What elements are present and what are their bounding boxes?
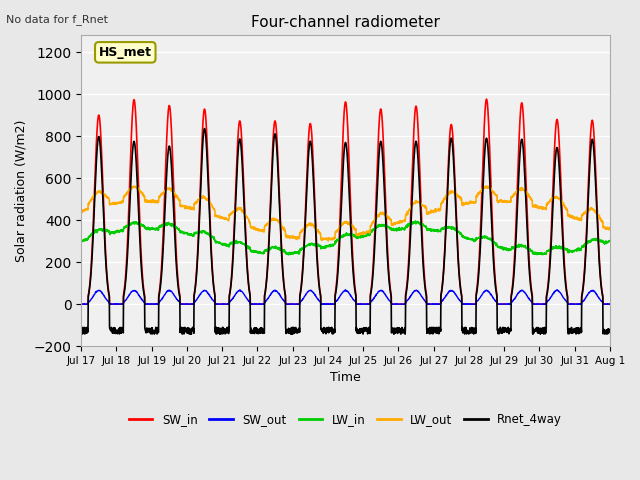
LW_in	[606, 238, 614, 244]
LW_in	[361, 233, 369, 239]
Line: SW_out: SW_out	[81, 290, 610, 304]
LW_in	[499, 246, 507, 252]
Rnet_4way	[77, 329, 85, 335]
Text: HS_met: HS_met	[99, 46, 152, 59]
SW_out	[559, 295, 567, 300]
Line: SW_in: SW_in	[81, 99, 610, 304]
Text: No data for f_Rnet: No data for f_Rnet	[6, 14, 108, 25]
LW_out	[483, 183, 490, 189]
Rnet_4way	[201, 126, 209, 132]
LW_in	[560, 246, 568, 252]
LW_out	[324, 238, 332, 244]
Rnet_4way	[499, 324, 507, 330]
SW_in	[372, 198, 380, 204]
LW_out	[77, 207, 85, 213]
LW_out	[225, 218, 232, 224]
SW_out	[372, 292, 380, 298]
SW_out	[342, 287, 349, 293]
SW_in	[574, 301, 582, 307]
Line: Rnet_4way: Rnet_4way	[81, 129, 610, 334]
LW_out	[372, 216, 380, 222]
LW_in	[225, 243, 232, 249]
LW_out	[606, 225, 614, 230]
SW_out	[361, 301, 369, 307]
Y-axis label: Solar radiation (W/m2): Solar radiation (W/m2)	[15, 120, 28, 262]
LW_in	[412, 218, 419, 224]
Line: LW_in: LW_in	[81, 221, 610, 255]
SW_in	[225, 301, 232, 307]
LW_in	[77, 239, 85, 244]
Line: LW_out: LW_out	[81, 186, 610, 241]
SW_in	[77, 301, 85, 307]
SW_out	[77, 301, 85, 307]
LW_in	[575, 245, 582, 251]
Legend: SW_in, SW_out, LW_in, LW_out, Rnet_4way: SW_in, SW_out, LW_in, LW_out, Rnet_4way	[124, 408, 567, 431]
SW_out	[606, 301, 614, 307]
SW_in	[559, 241, 567, 247]
Rnet_4way	[606, 328, 614, 334]
SW_out	[499, 301, 507, 307]
SW_in	[361, 301, 369, 307]
SW_in	[606, 301, 614, 307]
SW_out	[574, 301, 582, 307]
Rnet_4way	[372, 209, 380, 215]
Rnet_4way	[560, 255, 568, 261]
Rnet_4way	[536, 331, 544, 337]
LW_out	[361, 229, 369, 235]
LW_in	[285, 252, 292, 258]
Rnet_4way	[225, 324, 233, 330]
SW_out	[225, 301, 232, 307]
LW_out	[499, 199, 507, 204]
SW_in	[483, 96, 490, 102]
SW_in	[499, 301, 507, 307]
LW_in	[372, 225, 380, 231]
X-axis label: Time: Time	[330, 372, 361, 384]
LW_out	[575, 215, 582, 221]
Rnet_4way	[575, 326, 582, 332]
LW_out	[560, 202, 568, 207]
Title: Four-channel radiometer: Four-channel radiometer	[251, 15, 440, 30]
Rnet_4way	[361, 327, 369, 333]
